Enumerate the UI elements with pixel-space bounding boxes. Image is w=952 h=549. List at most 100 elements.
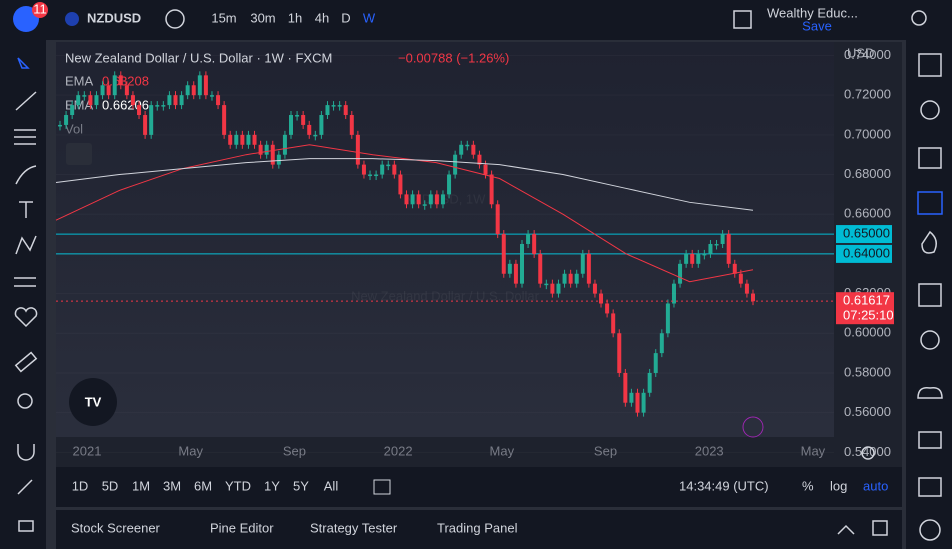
range-button[interactable]: YTD [225, 478, 251, 493]
candle [64, 115, 69, 125]
candle [738, 273, 743, 284]
maximize-panel[interactable] [872, 520, 888, 536]
candle [404, 194, 409, 205]
candle [289, 115, 293, 135]
candle [696, 253, 701, 264]
candle [386, 164, 391, 167]
candle [562, 273, 567, 284]
candle [671, 283, 676, 304]
log-toggle[interactable]: log [830, 478, 847, 493]
candle [440, 194, 445, 205]
level-label: 0.64000 [843, 245, 890, 260]
candle [532, 234, 537, 254]
candle [495, 204, 500, 235]
candle [301, 115, 306, 125]
currency[interactable]: USD [847, 45, 874, 60]
candle [252, 134, 257, 145]
candle [513, 263, 518, 284]
candle [410, 194, 415, 205]
level-label: 0.65000 [843, 226, 890, 241]
candle [264, 144, 269, 155]
panel-tab[interactable]: Pine Editor [210, 520, 274, 535]
x-tick-label: Sep [594, 443, 617, 458]
range-button[interactable]: 1M [132, 478, 150, 493]
candle [684, 253, 689, 264]
candle [665, 303, 670, 334]
candle [313, 134, 318, 137]
add-symbol[interactable] [165, 9, 185, 29]
collapse-legend[interactable] [66, 143, 92, 165]
settings[interactable] [861, 446, 875, 460]
collapse-panel[interactable] [837, 524, 855, 535]
level-label-bg [836, 244, 892, 263]
candle [708, 243, 713, 254]
candle [434, 194, 439, 205]
candle [258, 144, 263, 155]
time-axis [56, 437, 834, 467]
panel-tab[interactable]: Trading Panel [437, 520, 518, 535]
range-button[interactable]: 3M [163, 478, 181, 493]
interval[interactable]: W [363, 10, 376, 25]
x-tick-label: Sep [283, 443, 306, 458]
event-icon[interactable] [742, 416, 764, 438]
clock[interactable]: 14:34:49 (UTC) [679, 478, 769, 493]
y-tick-label: 0.66000 [844, 206, 891, 221]
last-price-bg [836, 292, 894, 325]
candle [544, 283, 549, 286]
range-button[interactable]: 5Y [293, 478, 309, 493]
chart-pane [56, 42, 902, 467]
candle [477, 154, 482, 165]
percent-toggle[interactable]: % [802, 478, 814, 493]
save[interactable]: Save [802, 18, 832, 33]
compare-icon[interactable] [373, 479, 391, 495]
auto-toggle[interactable]: auto [863, 478, 888, 493]
tv-logo-mark: TV [85, 394, 102, 409]
tv-logo[interactable] [69, 378, 117, 426]
layout-icon[interactable] [733, 10, 752, 29]
candle [179, 95, 184, 106]
symbol[interactable]: NZDUSD [87, 10, 141, 25]
candle [295, 115, 300, 117]
bottom-panel [56, 510, 902, 549]
candle [392, 164, 397, 175]
candle [653, 353, 658, 373]
candle [222, 105, 227, 135]
candle [319, 115, 324, 135]
candle [720, 234, 725, 244]
candle [58, 124, 62, 127]
panel-tab[interactable]: Stock Screener [71, 520, 161, 535]
interval[interactable]: 30m [250, 10, 275, 25]
x-tick-label: 2021 [73, 443, 102, 458]
panel-tab[interactable]: Strategy Tester [310, 520, 398, 535]
candle [106, 85, 111, 96]
x-tick-label: 2023 [695, 443, 724, 458]
range-button[interactable]: All [324, 478, 339, 493]
y-tick-label: 0.58000 [844, 364, 891, 379]
candle [307, 124, 312, 135]
layout-name[interactable]: Wealthy Educ... [767, 5, 858, 20]
candle [112, 75, 117, 96]
interval[interactable]: D [341, 10, 350, 25]
candle [617, 333, 622, 373]
badge [32, 2, 48, 18]
candle [331, 105, 336, 107]
candle [568, 273, 573, 284]
candle [526, 234, 531, 244]
range-button[interactable]: 1D [72, 478, 89, 493]
range-button[interactable]: 5D [102, 478, 119, 493]
candle [130, 95, 135, 106]
interval[interactable]: 15m [211, 10, 236, 25]
candle [203, 75, 208, 96]
ema-line [55, 158, 754, 211]
y-tick-label: 0.70000 [844, 126, 891, 141]
candle [246, 134, 251, 145]
range-button[interactable]: 6M [194, 478, 212, 493]
y-tick-label: 0.74000 [844, 47, 891, 62]
candle [167, 95, 172, 106]
interval[interactable]: 4h [315, 10, 329, 25]
range-button[interactable]: 1Y [264, 478, 280, 493]
right-toolbar [906, 40, 952, 549]
search[interactable] [911, 10, 927, 26]
candle [355, 134, 360, 165]
interval[interactable]: 1h [288, 10, 302, 25]
